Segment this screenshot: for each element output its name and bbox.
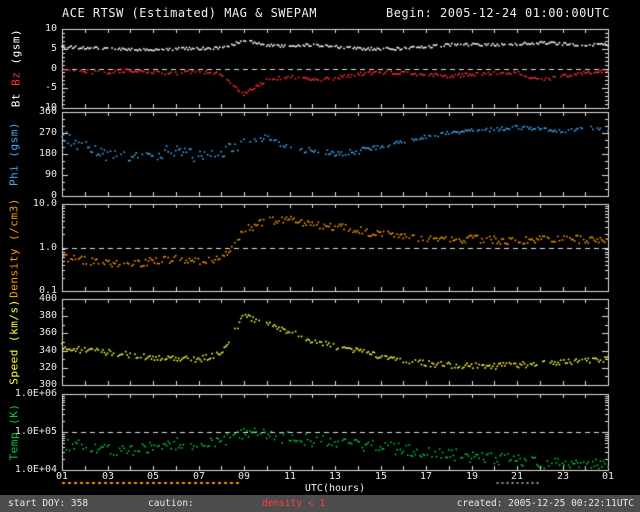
y-axis-label-temp: Temp (K) [7,403,21,461]
y-axis-label-gsm-unit: (gsm) [9,28,23,65]
y-axis-label-bt: Bt [9,92,23,108]
plot-title: ACE RTSW (Estimated) MAG & SWEPAM [62,6,317,20]
caution-value: density < 1 [262,498,325,509]
y-axis-label-density: Density (/cm3) [7,198,21,298]
y-axis-label-speed: Speed (km/s) [7,299,21,385]
created-timestamp: created: 2005-12-25 00:22:11UTC [456,498,634,509]
start-doy-label: start DOY: 358 [8,498,89,509]
y-axis-label-phi: Phi (gsm) [7,121,21,187]
x-axis-title: UTC(hours) [304,483,366,494]
y-axis-label-bz: Bz [9,71,23,86]
y-axis-label-mag: Bt Bz (gsm) [10,29,23,107]
begin-timestamp: Begin: 2005-12-24 01:00:00UTC [385,6,610,20]
status-bar: start DOY: 358 caution: density < 1 crea… [0,495,640,512]
caution-label: caution: [148,498,194,509]
